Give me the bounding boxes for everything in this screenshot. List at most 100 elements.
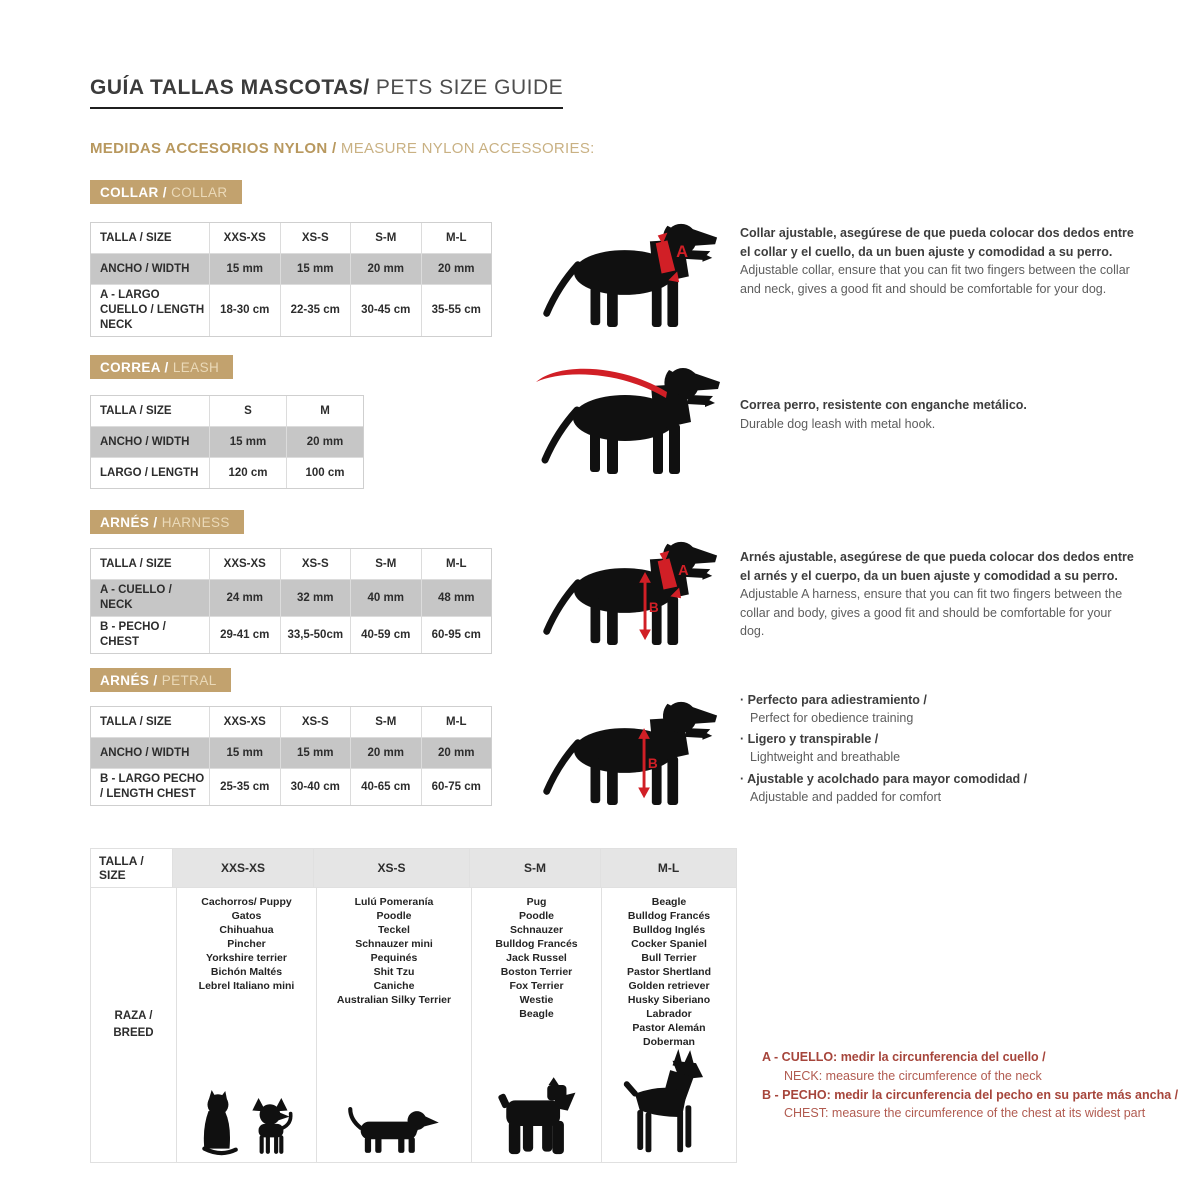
list-item: 120 cm	[209, 458, 286, 488]
collar-size-table: TALLA / SIZE XXS-XS XS-S S-M M-L ANCHO / WI…	[90, 222, 492, 337]
collar-badge-es: COLLAR /	[100, 185, 172, 200]
list-item: 24 mm	[209, 580, 280, 616]
leash-badge-en: LEASH	[172, 360, 220, 375]
list-item: 15 mm	[209, 427, 286, 457]
cat-silhouette-icon	[201, 1090, 238, 1156]
note-a-en: NECK: measure the circumference of the n…	[784, 1068, 1042, 1083]
row-label: ANCHO / WIDTH	[100, 262, 190, 275]
breed-table-header: TALLA / SIZE XXS-XS XS-S S-M M-L	[91, 849, 736, 888]
table-row: TALLA / SIZE XXS-XS XS-S S-M M-L	[91, 223, 491, 254]
harness-badge-es: ARNÉS /	[100, 515, 162, 530]
size-col-header: XS-S	[313, 849, 469, 887]
row-values: 24 mm 32 mm 40 mm 48 mm	[209, 580, 491, 616]
harness-dog-figure: A B	[535, 532, 720, 649]
list-item: Fox Terrier	[509, 980, 564, 992]
table-row: ANCHO / WIDTH 15 mm 15 mm 20 mm 20 mm	[91, 738, 491, 769]
page-subtitle-en: MEASURE NYLON ACCESSORIES:	[340, 140, 595, 157]
harness-badge-en: HARNESS	[161, 515, 230, 530]
page-title: GUÍA TALLAS MASCOTAS/ PETS SIZE GUIDE	[90, 76, 564, 109]
breed-list: Cachorros/ Puppy Gatos Chihuahua Pincher Yor…	[177, 895, 316, 993]
leash-badge-es: CORREA /	[100, 360, 173, 375]
list-item: 20 mm	[286, 427, 363, 457]
breed-header-label: TALLA / SIZE	[91, 849, 172, 887]
list-item: Beagle	[651, 896, 687, 908]
list-item: XS-S	[279, 223, 351, 253]
collar-dog-figure: A	[535, 214, 720, 331]
breed-col-xxs-xs: Cachorros/ Puppy Gatos Chihuahua Pincher Yor…	[176, 888, 316, 1162]
schnauzer-silhouette-icon	[497, 1077, 575, 1155]
dog-silhouette-icon: A	[543, 223, 718, 328]
breed-size-table: TALLA / SIZE XXS-XS XS-S S-M M-L RAZA / …	[90, 848, 737, 1163]
row-values: 15 mm 15 mm 20 mm 20 mm	[209, 738, 491, 768]
petral-dog-figure: B	[535, 692, 720, 809]
list-item: Bichón Maltés	[210, 966, 283, 978]
list-item: Shit Tzu	[373, 966, 415, 978]
petral-bullet-en: Adjustable and padded for comfort	[750, 789, 942, 804]
breed-list: Pug Poodle Schnauzer Bulldog Francés Jack Ru…	[472, 895, 601, 1021]
row-label: LARGO / LENGTH	[100, 466, 199, 479]
list-item: Pastor Alemán	[632, 1022, 706, 1034]
petral-bullet-es: Ajustable y acolchado para mayor comodid…	[740, 770, 1140, 788]
leash-marker	[536, 368, 667, 398]
table-row: ANCHO / WIDTH 15 mm 20 mm	[91, 427, 363, 458]
petral-feature-list: Perfecto para adiestramiento / Perfect f…	[740, 691, 1140, 809]
row-values: 120 cm 100 cm	[209, 458, 363, 488]
breed-list: Lulú Pomeranía Poodle Teckel Schnauzer mini…	[317, 895, 471, 1007]
list-item: 40-59 cm	[350, 616, 421, 653]
marker-a-label: A	[678, 563, 689, 579]
doberman-silhouette-icon	[623, 1049, 704, 1153]
petral-badge-es: ARNÉS /	[100, 673, 162, 688]
leash-desc-es: Correa perro, resistente con enganche me…	[740, 398, 1027, 412]
leash-dog-figure	[533, 358, 723, 478]
marker-a-label: A	[676, 242, 688, 261]
collar-description: Collar ajustable, asegúrese de que pueda…	[740, 224, 1138, 298]
page-title-en: PETS SIZE GUIDE	[369, 76, 564, 99]
list-item: Doberman	[643, 1036, 695, 1048]
list-item: Jack Russel	[506, 952, 567, 964]
list-item: Australian Silky Terrier	[336, 994, 452, 1006]
dog-silhouette-icon: B	[543, 701, 718, 806]
list-item: XXS-XS	[209, 549, 280, 579]
collar-marker: A	[655, 232, 688, 283]
row-label: A - CUELLO / NECK	[100, 584, 172, 611]
petral-section-badge: ARNÉS / PETRAL	[90, 668, 231, 692]
list-item: 100 cm	[286, 458, 363, 488]
list-item: Pastor Shertland	[626, 966, 712, 978]
list-item: XXS-XS	[209, 223, 280, 253]
row-values: XXS-XS XS-S S-M M-L	[209, 707, 491, 737]
list-item: Golden retriever	[628, 980, 710, 992]
row-label: TALLA / SIZE	[100, 557, 172, 570]
list-item: 15 mm	[209, 254, 280, 284]
size-col-header: M-L	[600, 849, 736, 887]
dog-silhouette-icon	[536, 368, 720, 474]
note-a-es: A - CUELLO: medir la circunferencia del …	[762, 1050, 1046, 1064]
harness-size-table: TALLA / SIZE XXS-XS XS-S S-M M-L A - CUELLO…	[90, 548, 492, 654]
marker-b-label: B	[648, 756, 658, 771]
size-col-header: S-M	[469, 849, 600, 887]
table-row: A - CUELLO / NECK 24 mm 32 mm 40 mm 48 mm	[91, 580, 491, 617]
note-b-en: CHEST: measure the circumference of the …	[784, 1106, 1146, 1121]
list-item: 20 mm	[420, 254, 492, 284]
list-item: S	[209, 396, 286, 426]
row-values: 15 mm 20 mm	[209, 427, 363, 457]
list-item: Schnauzer mini	[355, 938, 433, 950]
list-item: 40-65 cm	[350, 769, 421, 805]
dog-silhouette-icon: A B	[543, 541, 718, 646]
list-item: 18-30 cm	[209, 285, 280, 336]
list-item: 30-45 cm	[350, 285, 421, 336]
list-item: 30-40 cm	[279, 769, 351, 805]
table-row: ANCHO / WIDTH 15 mm 15 mm 20 mm 20 mm	[91, 254, 491, 285]
collar-section-badge: COLLAR / COLLAR	[90, 180, 242, 204]
row-values: 18-30 cm 22-35 cm 30-45 cm 35-55 cm	[209, 285, 491, 336]
table-row: TALLA / SIZE XXS-XS XS-S S-M M-L	[91, 549, 491, 580]
row-values: 25-35 cm 30-40 cm 40-65 cm 60-75 cm	[209, 769, 491, 805]
harness-description: Arnés ajustable, asegúrese de que pueda …	[740, 548, 1138, 641]
list-item: Pug	[526, 896, 547, 908]
row-label: ANCHO / WIDTH	[100, 746, 190, 759]
list-item: 15 mm	[279, 254, 351, 284]
list-item: Pincher	[227, 938, 266, 950]
list-item: 60-75 cm	[420, 769, 492, 805]
list-item: 35-55 cm	[420, 285, 492, 336]
